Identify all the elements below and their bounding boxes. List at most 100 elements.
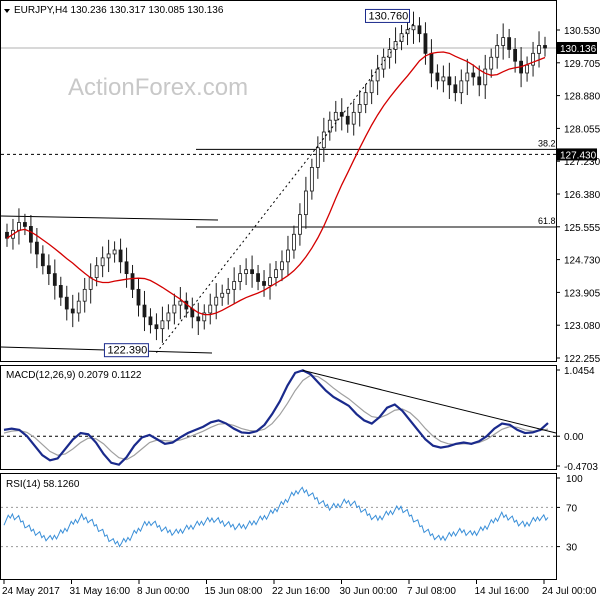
watermark: ActionForex.com <box>68 74 248 101</box>
candle-body <box>29 226 33 243</box>
candle <box>202 304 207 330</box>
price-panel-frame <box>0 0 557 362</box>
macd-label: MACD(12,26,9) 0.2079 0.1122 <box>6 370 142 381</box>
candle-body <box>166 312 171 322</box>
candle <box>417 17 422 43</box>
candle-body <box>76 300 81 314</box>
candle-body <box>154 324 159 330</box>
candle-body <box>345 115 350 125</box>
candle-body <box>190 308 195 318</box>
candle <box>465 58 470 96</box>
candle-body <box>315 147 320 168</box>
macd-line <box>3 369 549 466</box>
candle <box>112 241 117 263</box>
candle-body <box>375 68 380 82</box>
candle-body <box>178 300 183 306</box>
candle <box>5 223 9 247</box>
macd-trendline <box>302 369 557 434</box>
candle-body <box>333 111 338 121</box>
macd-tick-label: 1.0454 <box>564 366 595 377</box>
candle <box>226 277 231 305</box>
candle-body <box>94 265 99 278</box>
candle <box>88 263 93 304</box>
candle <box>190 297 195 329</box>
candle <box>471 64 476 86</box>
candle <box>447 62 452 99</box>
candle-body <box>268 277 272 286</box>
candle-body <box>274 269 278 278</box>
candle-body <box>292 233 296 251</box>
candle <box>501 23 506 60</box>
candle <box>220 284 225 306</box>
candle <box>531 41 535 77</box>
time-tick-label: 7 Jul 08:00 <box>407 586 456 597</box>
candle-body <box>148 316 153 326</box>
candle-body <box>172 304 177 314</box>
candle <box>363 84 368 114</box>
candle-body <box>244 269 249 275</box>
candle <box>130 264 135 299</box>
moving-average-line <box>6 51 546 316</box>
time-tick-label: 14 Jul 16:00 <box>475 586 530 597</box>
candle <box>142 290 147 332</box>
candle-body <box>363 92 368 105</box>
candle-body <box>423 33 428 54</box>
candle <box>286 235 290 276</box>
candle <box>399 25 404 51</box>
candle-body <box>351 111 356 125</box>
candle <box>375 54 380 96</box>
time-tick-label: 15 Jun 08:00 <box>205 586 263 597</box>
time-tick-label: 31 May 16:00 <box>70 586 131 597</box>
candle-body <box>82 288 87 302</box>
price-tick-label: 124.730 <box>564 256 600 267</box>
candle <box>435 64 440 90</box>
candle-body <box>525 64 529 74</box>
candle-body <box>250 269 254 275</box>
candle <box>58 276 63 306</box>
candle <box>303 176 308 229</box>
price-tick-label: 126.380 <box>564 190 600 201</box>
candle <box>256 264 260 291</box>
candle <box>387 37 392 69</box>
candle-body <box>453 84 458 94</box>
candle-body <box>280 261 284 271</box>
candle <box>357 90 362 127</box>
candle <box>393 27 398 64</box>
candle <box>172 293 177 325</box>
candle <box>178 286 183 320</box>
level-tag-label: 127.430 <box>560 150 597 161</box>
candle-body <box>387 49 392 58</box>
candle <box>52 259 57 300</box>
macd-tick-label: -0.4703 <box>564 462 598 473</box>
current-price-tag-label: 130.136 <box>560 44 597 55</box>
candle <box>82 277 87 313</box>
candle-body <box>232 281 237 290</box>
candle-body <box>160 320 165 330</box>
rsi-label: RSI(14) 58.1260 <box>6 479 80 490</box>
candle <box>166 304 171 330</box>
candle-body <box>23 222 27 227</box>
high-callout-label: 130.760 <box>368 10 408 22</box>
candle <box>160 306 165 343</box>
candle <box>327 111 332 141</box>
candle <box>34 227 39 269</box>
price-overlays: 130.760 122.390 <box>6 8 546 358</box>
candle <box>17 208 21 245</box>
candle <box>232 267 237 304</box>
candle-body <box>124 261 129 275</box>
candle <box>507 28 512 59</box>
macd-tick-label: 0.00 <box>564 432 584 443</box>
candle <box>136 277 141 317</box>
candle <box>477 65 482 97</box>
candle-body <box>106 253 111 259</box>
candle-body <box>58 285 63 298</box>
price-tick-label: 122.255 <box>564 354 600 365</box>
candle-body <box>327 119 332 133</box>
rsi-series <box>1 486 556 548</box>
candle <box>525 56 529 82</box>
collapse-icon <box>4 9 10 13</box>
candle <box>537 31 541 68</box>
low-callout-box <box>103 343 149 358</box>
time-tick-label: 24 May 2017 <box>2 586 60 597</box>
